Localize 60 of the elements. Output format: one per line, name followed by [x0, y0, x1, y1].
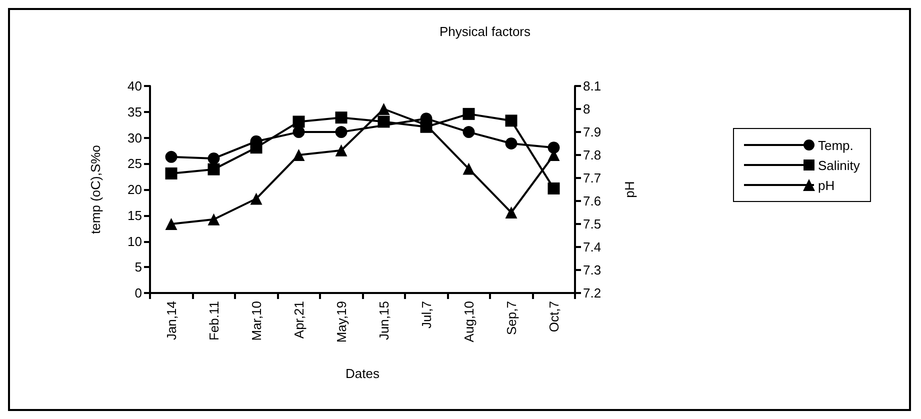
- y-tick-label: 5: [134, 260, 142, 275]
- x-tick-label: Oct,7: [546, 301, 562, 332]
- y-tick-label: 10: [128, 234, 142, 249]
- y2-tick-label: 8: [583, 102, 590, 116]
- y-tick-label: 25: [128, 156, 142, 172]
- y-tick-label: 20: [128, 182, 142, 197]
- y2-tick-label: 7.6: [583, 194, 602, 208]
- y2-tick-label: 7.9: [583, 124, 602, 140]
- x-axis-title: Dates: [346, 366, 380, 381]
- y2-tick-label: 8.1: [583, 78, 602, 94]
- legend-label: Salinity: [818, 158, 860, 172]
- y2-tick-label: 7.3: [583, 262, 602, 278]
- y2-axis-title: pH: [622, 181, 637, 198]
- point: [165, 167, 178, 180]
- point: [378, 116, 390, 128]
- point: [250, 192, 262, 205]
- point: [208, 152, 220, 164]
- point: [292, 149, 305, 161]
- point: [165, 150, 178, 163]
- y-axis-title: temp (oC),S%o: [88, 145, 103, 234]
- point: [378, 103, 390, 115]
- point: [250, 142, 262, 154]
- point: [505, 137, 518, 150]
- point: [505, 114, 518, 127]
- point: [462, 162, 475, 175]
- point: [548, 142, 560, 154]
- x-tick-label: Aug,10: [461, 301, 476, 342]
- point: [208, 213, 220, 226]
- point: [292, 116, 305, 128]
- point: [165, 218, 178, 230]
- x-tick-label: Feb.11: [206, 301, 222, 341]
- y2-tick-label: 7.5: [583, 216, 602, 232]
- point: [505, 206, 518, 218]
- x-tick-label: Apr,21: [291, 301, 306, 339]
- point: [335, 126, 348, 138]
- chart-title: Physical factors: [439, 24, 532, 39]
- x-tick-label: Jul,7: [418, 301, 434, 328]
- x-tick-label: Jan,14: [164, 301, 179, 340]
- y-tick-label: 30: [128, 130, 142, 146]
- y2-tick-label: 7.4: [583, 240, 602, 254]
- y-tick-label: 40: [128, 78, 142, 94]
- point: [462, 108, 475, 120]
- y2-tick-label: 7.7: [583, 170, 602, 186]
- y2-tick-label: 7.2: [583, 286, 602, 300]
- x-tick-label: Sep,7: [504, 301, 519, 335]
- y-tick-label: 35: [128, 104, 142, 120]
- x-tick-label: Mar,10: [248, 301, 264, 341]
- point: [292, 126, 305, 138]
- y-tick-label: 15: [128, 208, 142, 223]
- legend-label: pH: [818, 178, 835, 192]
- legend-label: Temp.: [818, 138, 854, 152]
- y2-tick-label: 7.8: [583, 148, 602, 162]
- point: [208, 163, 220, 176]
- point: [335, 112, 348, 124]
- x-tick-label: Jun,15: [376, 301, 392, 340]
- point: [462, 126, 475, 138]
- y-tick-label: 0: [134, 286, 142, 300]
- point: [548, 182, 560, 194]
- point: [335, 144, 348, 156]
- x-tick-label: May,19: [334, 301, 349, 343]
